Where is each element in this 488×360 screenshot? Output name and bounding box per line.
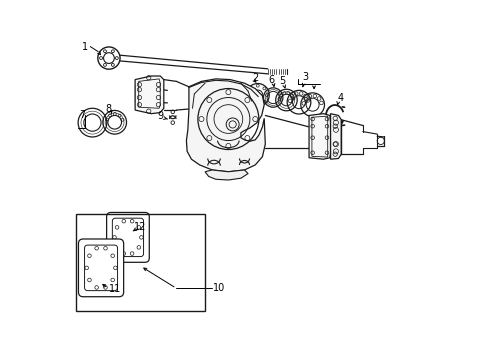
- Polygon shape: [204, 170, 247, 180]
- FancyBboxPatch shape: [78, 239, 123, 297]
- Text: 12: 12: [134, 222, 146, 232]
- Polygon shape: [308, 114, 330, 159]
- Text: 3: 3: [302, 72, 308, 82]
- Text: 10: 10: [212, 283, 224, 293]
- Text: 9: 9: [157, 111, 163, 121]
- Text: 2: 2: [252, 73, 258, 83]
- Circle shape: [103, 50, 106, 53]
- Circle shape: [256, 103, 259, 106]
- Text: 1: 1: [81, 42, 88, 51]
- Polygon shape: [135, 76, 163, 114]
- Text: 5: 5: [279, 76, 285, 86]
- Circle shape: [100, 57, 102, 59]
- Text: 11: 11: [108, 284, 121, 294]
- Circle shape: [103, 63, 106, 66]
- Circle shape: [111, 50, 114, 53]
- Text: 6: 6: [268, 75, 274, 85]
- Circle shape: [256, 84, 259, 87]
- Text: 4: 4: [337, 93, 343, 103]
- Polygon shape: [186, 79, 265, 172]
- Bar: [76, 214, 204, 311]
- Polygon shape: [330, 114, 341, 159]
- Circle shape: [115, 57, 118, 59]
- Circle shape: [263, 87, 265, 90]
- Circle shape: [246, 94, 249, 96]
- Text: 8: 8: [105, 104, 111, 114]
- Circle shape: [263, 100, 265, 103]
- Circle shape: [249, 100, 252, 103]
- Circle shape: [249, 87, 252, 90]
- Circle shape: [265, 94, 268, 96]
- Text: 7: 7: [79, 111, 85, 121]
- Circle shape: [111, 63, 114, 66]
